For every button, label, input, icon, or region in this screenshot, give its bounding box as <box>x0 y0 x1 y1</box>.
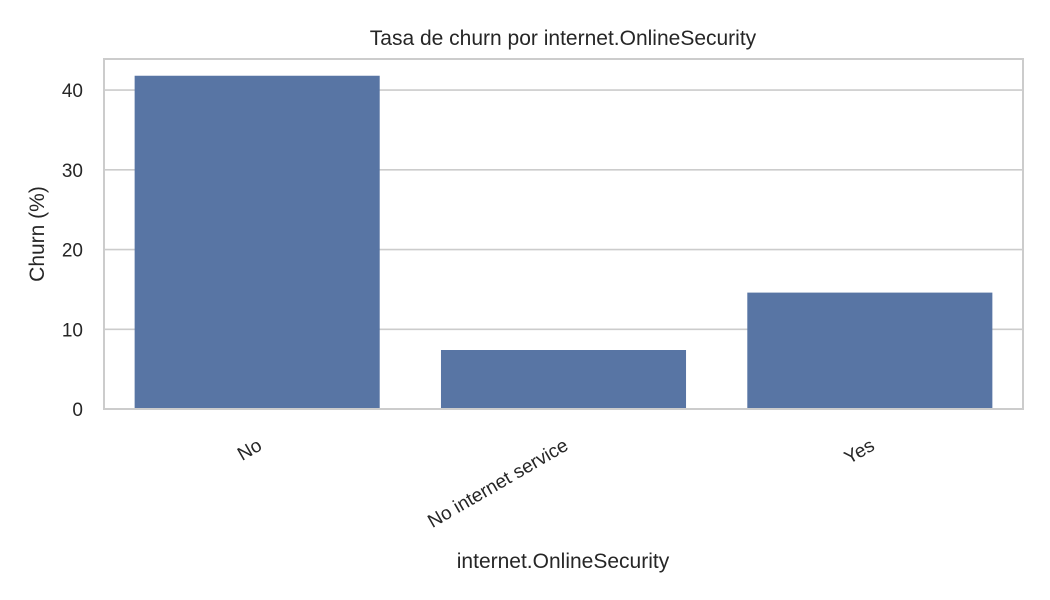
chart-title: Tasa de churn por internet.OnlineSecurit… <box>370 27 757 50</box>
bar-no-internet-service <box>440 350 687 409</box>
axes-frame <box>103 58 1024 410</box>
x-axis-label: internet.OnlineSecurity <box>457 550 670 573</box>
bar-no <box>134 75 380 409</box>
bar-yes <box>747 292 993 409</box>
y-tick-label: 40 <box>62 81 83 102</box>
y-tick-label: 0 <box>72 400 83 421</box>
y-tick-label: 20 <box>62 241 83 262</box>
y-axis-label: Churn (%) <box>26 186 49 282</box>
y-tick-labels: 0 10 20 30 40 <box>62 81 83 421</box>
y-tick-label: 10 <box>62 320 83 341</box>
bars <box>134 75 993 409</box>
y-tick-label: 30 <box>62 161 83 182</box>
